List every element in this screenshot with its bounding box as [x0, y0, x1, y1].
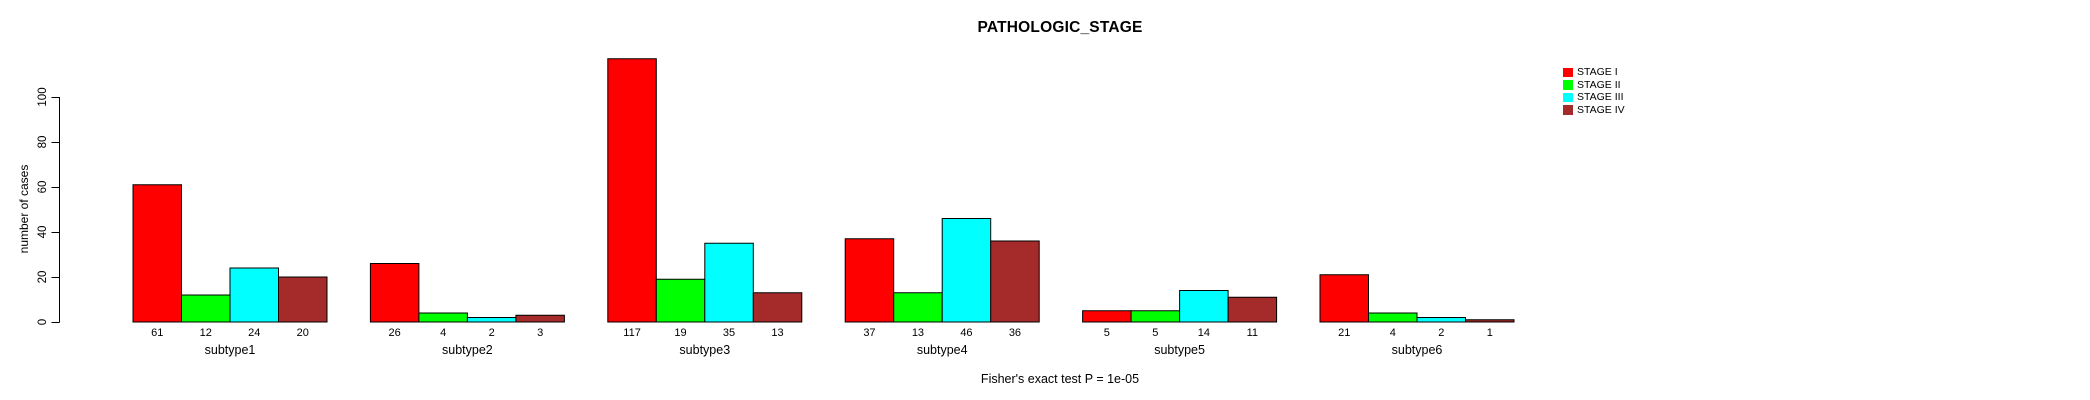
legend-swatch-icon	[1563, 67, 1573, 78]
y-tick-label: 100	[37, 87, 49, 107]
y-tick-label: 80	[37, 135, 49, 149]
bar-subtype1-stage-i	[132, 184, 182, 323]
bar-subtype2-stage-i	[369, 263, 420, 323]
legend-item: STAGE IV	[1563, 104, 1625, 117]
category-label-subtype4: subtype4	[916, 343, 968, 357]
bar-subtype6-stage-iii	[1416, 317, 1466, 323]
bar-value-label: 21	[1338, 327, 1351, 339]
bar-subtype2-stage-iii	[466, 317, 517, 323]
bar-value-label: 26	[388, 327, 401, 339]
bar-subtype1-stage-iv	[278, 276, 328, 323]
bar-subtype2-stage-ii	[418, 312, 468, 323]
legend: STAGE I STAGE II STAGE III STAGE IV	[1563, 66, 1625, 116]
bar-subtype4-stage-iv	[990, 240, 1040, 323]
bar-value-label: 1	[1486, 327, 1493, 339]
bar-subtype6-stage-ii	[1368, 312, 1418, 323]
bar-value-label: 3	[537, 327, 544, 339]
bar-subtype6-stage-iv	[1465, 319, 1515, 323]
bar-value-label: 37	[863, 327, 876, 339]
legend-swatch-icon	[1563, 80, 1573, 90]
bar-value-label: 61	[151, 327, 164, 339]
legend-swatch-icon	[1563, 92, 1573, 103]
bar-subtype3-stage-i	[607, 58, 657, 323]
bar-value-label: 14	[1197, 327, 1210, 339]
y-tick-label: 20	[37, 270, 49, 284]
bar-value-label: 4	[1389, 327, 1396, 339]
bar-value-label: 36	[1008, 327, 1022, 339]
category-label-subtype5: subtype5	[1154, 343, 1205, 357]
bar-value-label: 35	[722, 327, 736, 339]
bar-value-label: 13	[771, 327, 784, 339]
legend-item: STAGE II	[1563, 79, 1625, 92]
category-label-subtype1: subtype1	[204, 343, 256, 357]
bar-value-label: 4	[440, 327, 447, 339]
bar-subtype4-stage-i	[844, 238, 895, 323]
legend-label: STAGE I	[1577, 66, 1618, 79]
y-tick-label: 0	[37, 318, 49, 326]
bar-subtype3-stage-iii	[704, 242, 754, 323]
bar-subtype5-stage-ii	[1130, 310, 1181, 323]
bar-subtype3-stage-ii	[655, 278, 706, 323]
bar-value-label: 5	[1103, 327, 1110, 339]
y-tick-label: 60	[37, 180, 49, 194]
legend-item: STAGE III	[1563, 91, 1625, 104]
bar-value-label: 5	[1152, 327, 1159, 339]
legend-label: STAGE IV	[1577, 103, 1625, 116]
bar-value-label: 2	[1438, 327, 1445, 339]
category-label-subtype2: subtype2	[442, 343, 493, 357]
bar-value-label: 117	[623, 327, 641, 339]
bar-subtype2-stage-iv	[515, 314, 565, 323]
legend-item: STAGE I	[1563, 66, 1625, 79]
bar-value-label: 11	[1246, 327, 1259, 339]
legend-label: STAGE III	[1577, 91, 1624, 104]
bar-value-label: 12	[199, 327, 212, 339]
annotation-text: Fisher's exact test P = 1e-05	[980, 372, 1140, 386]
bar-subtype3-stage-iv	[752, 292, 803, 323]
bar-subtype5-stage-iv	[1227, 296, 1278, 323]
bar-value-label: 46	[960, 327, 973, 339]
bar-subtype5-stage-iii	[1179, 290, 1229, 323]
bar-subtype1-stage-iii	[229, 267, 279, 323]
bar-subtype4-stage-ii	[893, 292, 943, 323]
legend-label: STAGE II	[1577, 78, 1621, 91]
bar-subtype5-stage-i	[1082, 310, 1132, 323]
bar-value-label: 13	[911, 327, 925, 339]
bar-subtype1-stage-ii	[181, 294, 231, 323]
y-tick-label: 40	[37, 225, 49, 239]
bar-value-label: 2	[488, 327, 495, 339]
bar-value-label: 19	[674, 327, 687, 339]
chart-title: PATHOLOGIC_STAGE	[977, 19, 1143, 36]
bar-value-label: 24	[248, 327, 261, 339]
category-label-subtype3: subtype3	[679, 343, 731, 357]
category-label-subtype6: subtype6	[1391, 343, 1443, 357]
bar-subtype6-stage-i	[1319, 274, 1369, 323]
bar-subtype4-stage-iii	[941, 218, 992, 323]
bar-value-label: 20	[296, 327, 309, 339]
legend-swatch-icon	[1563, 105, 1573, 115]
